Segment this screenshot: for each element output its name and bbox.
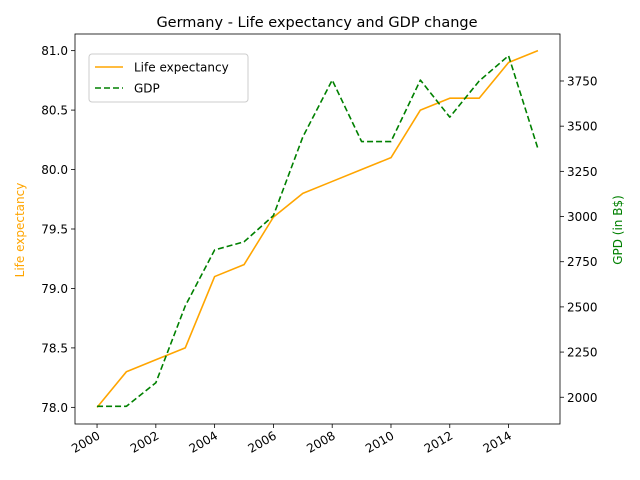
right-y-tick-label: 2000 xyxy=(567,391,598,405)
right-y-tick-label: 3750 xyxy=(567,74,598,88)
right-y-tick-label: 3250 xyxy=(567,165,598,179)
chart-title: Germany - Life expectancy and GDP change xyxy=(156,15,477,31)
legend-box xyxy=(88,53,249,103)
series-layer xyxy=(96,49,539,408)
right-y-axis-label: GPD (in B$) xyxy=(611,195,625,265)
left-y-tick-label: 79.5 xyxy=(41,223,68,237)
right-y-tick-label: 2500 xyxy=(567,300,598,314)
left-y-tick-label: 81.0 xyxy=(41,44,68,58)
left-y-tick-label: 78.0 xyxy=(41,401,68,415)
right-y-tick-label: 2250 xyxy=(567,346,598,360)
right-y-tick-label: 3000 xyxy=(567,210,598,224)
left-y-tick-label: 78.5 xyxy=(41,341,68,355)
left-y-tick-label: 79.0 xyxy=(41,282,68,296)
left-y-tick-label: 80.0 xyxy=(41,163,68,177)
left-y-tick-label: 80.5 xyxy=(41,104,68,118)
legend-label: GDP xyxy=(134,82,160,96)
series-line-gdp xyxy=(97,54,539,408)
right-y-tick-label: 3500 xyxy=(567,120,598,134)
plot-frame xyxy=(74,33,561,425)
legend: Life expectancy GDP xyxy=(88,53,249,103)
right-y-tick-label: 2750 xyxy=(567,255,598,269)
left-y-axis-label: Life expectancy xyxy=(13,183,27,278)
legend-label: Life expectancy xyxy=(134,61,229,75)
